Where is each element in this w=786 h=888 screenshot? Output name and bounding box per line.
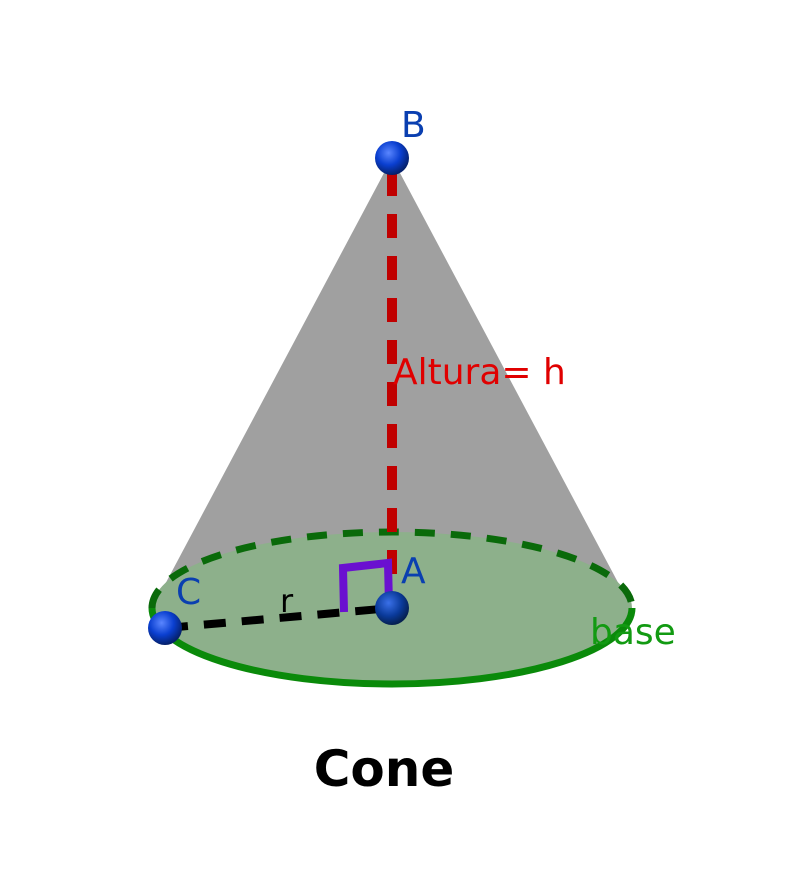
label-a: A [401,551,426,592]
right-angle-marker [338,558,393,613]
point-b [375,141,409,175]
cone-lateral-surface [162,158,622,590]
label-radius: r [280,582,294,620]
base-front-edge [148,607,636,688]
label-base: base [590,612,676,653]
label-height: Altura= h [393,352,566,393]
diagram-title: Cone [314,740,455,798]
base-back-edge [148,528,636,609]
point-c [148,611,182,645]
label-c: C [176,572,201,613]
point-a [375,591,409,625]
label-b: B [401,105,426,146]
